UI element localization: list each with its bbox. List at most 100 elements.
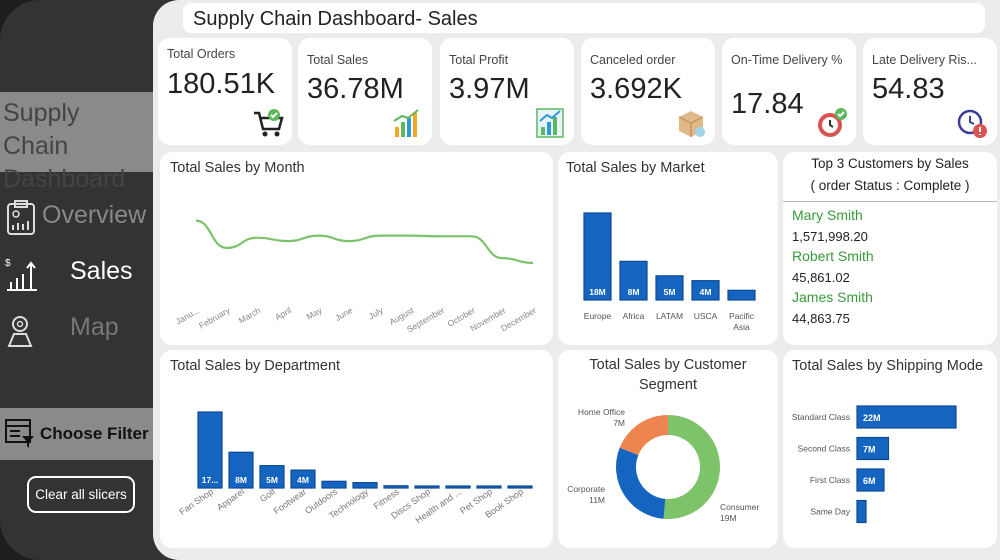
slice-label: Corporate (567, 484, 605, 494)
bar (228, 451, 254, 489)
kpi-label: Total Profit (449, 53, 509, 67)
data-label: 6M (863, 476, 876, 486)
x-tick-label: Apparel (215, 486, 246, 512)
slice-label: Consumer (720, 502, 759, 512)
report-icon (7, 200, 35, 235)
x-tick-label: Footwear (272, 486, 308, 516)
kpi-value: 36.78M (307, 73, 404, 105)
sales-by-shipping-card: Total Sales by Shipping Mode 22M Standard… (783, 350, 997, 548)
kpi-card: Late Delivery Ris... 54.83 (863, 38, 997, 145)
kpi-value: 3.97M (449, 73, 530, 105)
nav-map[interactable]: Map (0, 309, 153, 349)
x-tick-label: LATAM (656, 311, 683, 321)
sales-line (195, 219, 534, 265)
donut-slice (616, 447, 666, 519)
kpi-card: Total Sales 36.78M (298, 38, 432, 145)
sidebar: Supply Chain Dashboard Overview $ Sales … (0, 0, 170, 560)
page-title: Supply Chain Dashboard- Sales (183, 3, 985, 33)
bar (619, 260, 648, 301)
customer-name: James Smith (792, 289, 873, 305)
nav-label: Overview (42, 201, 147, 229)
divider (783, 201, 997, 202)
data-label: 5M (266, 475, 278, 485)
nav-overview[interactable]: Overview (0, 197, 153, 237)
top-customers-card: Top 3 Customers by Sales ( order Status … (783, 152, 997, 345)
growth-chart-icon (536, 108, 564, 138)
kpi-value: 17.84 (731, 88, 804, 120)
slice-value: 7M (613, 418, 625, 428)
chart-title: Total Sales by Month (170, 160, 305, 176)
bar (352, 482, 378, 489)
box-icon (678, 111, 705, 137)
sales-by-market-card: Total Sales by Market 18M Europe 8M Africa 5… (558, 152, 778, 345)
clear-slicers-button[interactable]: Clear all slicers (27, 476, 135, 513)
bar (414, 485, 440, 489)
data-label: 4M (297, 475, 309, 485)
bar (321, 480, 347, 489)
x-tick-label: July (367, 305, 386, 322)
nav-label: Sales (70, 257, 133, 285)
data-label: 22M (863, 413, 881, 423)
bar (691, 280, 720, 301)
clock-alert-icon (957, 109, 987, 138)
bar (476, 485, 502, 489)
y-tick-label: Second Class (798, 444, 850, 454)
slice-label: Home Office (578, 407, 625, 417)
donut-slice (619, 415, 668, 456)
x-tick-label: USCA (694, 311, 718, 321)
bar (655, 275, 684, 301)
slice-value: 11M (589, 495, 605, 505)
choose-filter-label: Choose Filter (40, 424, 149, 443)
chart-title: Total Sales by Shipping Mode (792, 358, 984, 374)
bar (856, 436, 890, 461)
top-customers-title: Top 3 Customers by Sales (811, 156, 969, 171)
bar (856, 499, 867, 524)
cart-icon (254, 109, 284, 137)
bar (856, 468, 885, 492)
bar-chart-icon (393, 109, 419, 137)
x-tick-label: Europe (584, 311, 612, 321)
x-tick-label: Africa (623, 311, 645, 321)
bar (507, 485, 533, 489)
month-line-chart: Janu...February March April May June July Augu… (174, 219, 538, 335)
sales-by-department-card: Total Sales by Department 17... Fan Shop 8… (160, 350, 553, 548)
bar (727, 289, 756, 301)
data-label: 4M (700, 287, 712, 297)
kpi-card: Canceled order 3.692K (581, 38, 715, 145)
map-pin-icon (7, 316, 33, 347)
bar (259, 465, 285, 489)
kpi-label: Total Sales (307, 53, 369, 67)
sales-chart-icon: $ (5, 258, 37, 291)
data-label: 18M (589, 287, 606, 297)
nav-sales[interactable]: $ Sales (0, 253, 153, 293)
sales-by-month-card: Total Sales by Month Janu... February Marc… (160, 152, 553, 345)
customer-name: Robert Smith (792, 248, 874, 264)
x-tick-label: Golf (258, 486, 278, 504)
main-area: Supply Chain Dashboard- Sales Total Orde… (153, 0, 1000, 560)
kpi-label: On-Time Delivery % (731, 53, 843, 67)
y-tick-label: First Class (810, 475, 850, 485)
data-label: 8M (235, 475, 247, 485)
bar (583, 212, 612, 301)
kpi-value: 180.51K (167, 68, 276, 100)
bar (197, 411, 223, 489)
top-customers-subtitle: ( order Status : Complete ) (810, 178, 970, 193)
x-tick-label: Pacific (729, 311, 755, 321)
bar (290, 469, 316, 489)
customer-value: 1,571,998.20 (792, 229, 868, 244)
kpi-card: Total Orders 180.51K (158, 38, 292, 145)
kpi-card: On-Time Delivery % 17.84 (722, 38, 856, 145)
kpi-label: Total Orders (167, 47, 236, 61)
kpi-value: 54.83 (872, 73, 945, 105)
choose-filter[interactable]: Choose Filter (0, 408, 153, 460)
x-tick-label: May (305, 305, 325, 322)
y-tick-label: Same Day (810, 507, 850, 517)
kpi-value: 3.692K (590, 73, 682, 105)
customer-value: 45,861.02 (792, 270, 850, 285)
shipping-bar-chart: 22M Standard Class 7M Second Class 6M First C… (792, 405, 957, 524)
kpi-label: Canceled order (590, 53, 676, 67)
bar (383, 485, 409, 489)
filter-icon (5, 419, 34, 448)
sales-by-segment-card: Total Sales by Customer Segment Consumer… (558, 350, 778, 548)
